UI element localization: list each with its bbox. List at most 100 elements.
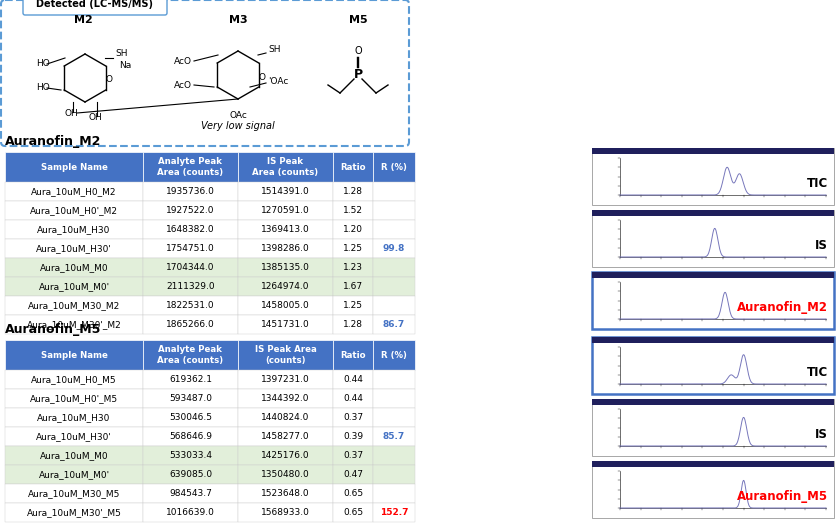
Bar <box>373 427 415 446</box>
Bar <box>143 239 237 258</box>
Bar <box>237 371 333 390</box>
Bar <box>333 503 373 522</box>
Bar <box>237 297 333 316</box>
Text: Detected (LC-MS/MS): Detected (LC-MS/MS) <box>37 0 153 9</box>
Bar <box>143 371 237 390</box>
Bar <box>237 340 333 371</box>
Bar <box>5 408 143 427</box>
Bar <box>333 427 373 446</box>
Text: TIC: TIC <box>806 177 827 190</box>
Bar <box>143 316 237 334</box>
Bar <box>373 182 415 202</box>
Text: OH: OH <box>64 110 78 119</box>
Text: 1754751.0: 1754751.0 <box>166 245 215 254</box>
Bar <box>373 202 415 220</box>
Text: Very low signal: Very low signal <box>201 121 274 131</box>
Bar <box>333 408 373 427</box>
Bar <box>591 272 833 329</box>
Text: 1398286.0: 1398286.0 <box>261 245 309 254</box>
Text: Aura_10uM_M30_M2: Aura_10uM_M30_M2 <box>28 301 120 310</box>
Bar <box>333 182 373 202</box>
Bar <box>333 371 373 390</box>
Bar <box>143 220 237 239</box>
Bar <box>373 152 415 182</box>
Bar <box>373 297 415 316</box>
Text: SH: SH <box>268 45 280 54</box>
Text: 1385135.0: 1385135.0 <box>261 264 309 272</box>
Bar <box>591 210 833 267</box>
Bar <box>333 202 373 220</box>
Text: 0.65: 0.65 <box>343 508 363 518</box>
Text: Aura_10uM_M30'_M5: Aura_10uM_M30'_M5 <box>27 508 121 518</box>
Text: 1927522.0: 1927522.0 <box>166 206 215 215</box>
Bar <box>333 152 373 182</box>
Bar <box>5 390 143 408</box>
Text: Aura_10uM_M30'_M2: Aura_10uM_M30'_M2 <box>27 320 121 329</box>
Bar <box>143 152 237 182</box>
Text: Aura_10uM_H0'_M2: Aura_10uM_H0'_M2 <box>30 206 118 215</box>
Text: Aura_10uM_M0: Aura_10uM_M0 <box>39 264 108 272</box>
Bar <box>143 446 237 465</box>
Bar <box>373 239 415 258</box>
Text: 1568933.0: 1568933.0 <box>261 508 309 518</box>
Bar <box>373 371 415 390</box>
Text: Auranofin_M2: Auranofin_M2 <box>737 301 827 314</box>
Bar <box>143 182 237 202</box>
Text: Sample Name: Sample Name <box>40 351 107 360</box>
Bar <box>333 340 373 371</box>
Text: M5: M5 <box>349 15 367 25</box>
Text: 0.44: 0.44 <box>343 375 363 384</box>
Bar <box>143 503 237 522</box>
Text: Auranofin_M5: Auranofin_M5 <box>736 490 827 503</box>
Text: 1.28: 1.28 <box>343 187 363 196</box>
Bar <box>373 503 415 522</box>
Bar <box>5 427 143 446</box>
Bar <box>333 446 373 465</box>
Bar <box>373 390 415 408</box>
Text: OH: OH <box>88 113 102 122</box>
Text: 1.20: 1.20 <box>343 225 363 234</box>
Bar <box>591 399 833 456</box>
Bar <box>591 461 833 518</box>
Text: 533033.4: 533033.4 <box>169 452 212 460</box>
Bar <box>333 316 373 334</box>
Text: 1.25: 1.25 <box>343 301 363 310</box>
Bar <box>373 340 415 371</box>
Text: 1.25: 1.25 <box>343 245 363 254</box>
Text: 1350480.0: 1350480.0 <box>261 470 309 479</box>
Text: 1865266.0: 1865266.0 <box>166 320 215 329</box>
Bar <box>237 446 333 465</box>
Text: 984543.7: 984543.7 <box>169 489 212 498</box>
Bar <box>143 427 237 446</box>
Text: AcO: AcO <box>174 57 191 66</box>
Bar <box>333 390 373 408</box>
Text: M2: M2 <box>74 15 92 25</box>
Bar <box>5 297 143 316</box>
Bar <box>5 485 143 503</box>
Bar <box>237 202 333 220</box>
Text: 1935736.0: 1935736.0 <box>166 187 215 196</box>
Text: Ratio: Ratio <box>339 351 365 360</box>
Text: 0.65: 0.65 <box>343 489 363 498</box>
Text: IS: IS <box>814 428 827 441</box>
Text: 1822531.0: 1822531.0 <box>166 301 215 310</box>
Bar <box>5 503 143 522</box>
Text: 99.8: 99.8 <box>382 245 405 254</box>
Text: Ratio: Ratio <box>339 163 365 172</box>
Bar <box>237 390 333 408</box>
Bar <box>143 408 237 427</box>
FancyBboxPatch shape <box>23 0 167 15</box>
Bar <box>591 148 833 205</box>
Text: 0.44: 0.44 <box>343 394 363 403</box>
Bar <box>333 258 373 277</box>
Text: R (%): R (%) <box>380 163 406 172</box>
Text: 1397231.0: 1397231.0 <box>261 375 309 384</box>
Text: 2111329.0: 2111329.0 <box>166 282 215 291</box>
Text: 0.37: 0.37 <box>343 413 363 423</box>
Text: OAc: OAc <box>229 110 247 120</box>
Bar <box>373 408 415 427</box>
Text: R (%): R (%) <box>380 351 406 360</box>
Bar <box>143 202 237 220</box>
Text: IS: IS <box>814 239 827 252</box>
Text: Aura_10uM_H0'_M5: Aura_10uM_H0'_M5 <box>30 394 118 403</box>
